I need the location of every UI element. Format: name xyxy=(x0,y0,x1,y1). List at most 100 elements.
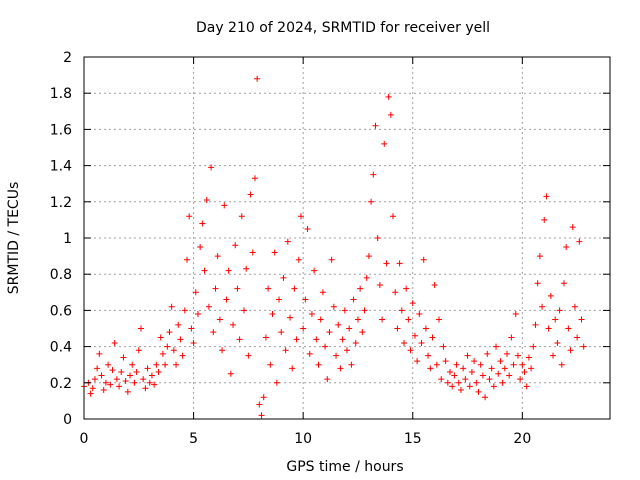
data-point xyxy=(240,307,247,314)
data-point xyxy=(333,352,340,359)
data-point xyxy=(460,365,467,372)
y-tick-label: 0.4 xyxy=(50,340,72,356)
data-point xyxy=(146,379,153,386)
data-point xyxy=(243,265,250,272)
data-point xyxy=(308,311,315,318)
data-point xyxy=(574,334,581,341)
data-point xyxy=(501,365,508,372)
data-point xyxy=(468,368,475,375)
data-point xyxy=(129,361,136,368)
data-point xyxy=(328,256,335,263)
data-point xyxy=(350,296,357,303)
data-point xyxy=(190,339,197,346)
data-point xyxy=(545,325,552,332)
data-point xyxy=(396,260,403,267)
data-point xyxy=(523,383,530,390)
data-point xyxy=(322,343,329,350)
data-point xyxy=(326,329,333,336)
data-point xyxy=(444,379,451,386)
data-point xyxy=(420,256,427,263)
data-point xyxy=(306,350,313,357)
data-point xyxy=(486,376,493,383)
data-point xyxy=(234,285,241,292)
data-point xyxy=(227,370,234,377)
data-point xyxy=(565,325,572,332)
data-point xyxy=(352,339,359,346)
y-tick-label: 0 xyxy=(63,412,72,428)
data-point xyxy=(151,381,158,388)
data-point xyxy=(293,336,300,343)
data-point xyxy=(503,350,510,357)
data-point xyxy=(488,365,495,372)
data-point xyxy=(433,361,440,368)
data-point xyxy=(359,329,366,336)
x-tick-label: 0 xyxy=(80,431,89,447)
data-point xyxy=(409,300,416,307)
y-tick-label: 0.2 xyxy=(50,376,72,392)
data-point xyxy=(514,352,521,359)
data-point xyxy=(297,213,304,220)
x-tick-label: 5 xyxy=(189,431,198,447)
data-point xyxy=(194,311,201,318)
data-point xyxy=(580,343,587,350)
data-point xyxy=(455,379,462,386)
data-point xyxy=(510,361,517,368)
data-point xyxy=(184,256,191,263)
data-point xyxy=(105,361,112,368)
data-point xyxy=(346,325,353,332)
data-point xyxy=(525,354,532,361)
data-point xyxy=(181,307,188,314)
data-point xyxy=(348,361,355,368)
data-point xyxy=(118,368,125,375)
data-point xyxy=(365,253,372,260)
data-point xyxy=(256,401,263,408)
data-point xyxy=(431,282,438,289)
data-points xyxy=(81,75,587,419)
data-point xyxy=(319,289,326,296)
data-point xyxy=(534,280,541,287)
data-point xyxy=(91,376,98,383)
data-point xyxy=(493,343,500,350)
data-point xyxy=(337,365,344,372)
data-point xyxy=(556,307,563,314)
data-point xyxy=(550,352,557,359)
data-point xyxy=(411,332,418,339)
data-point xyxy=(267,361,274,368)
data-point xyxy=(528,365,535,372)
data-point xyxy=(344,347,350,354)
data-point xyxy=(374,235,381,241)
data-point xyxy=(499,379,506,386)
data-point xyxy=(210,329,217,336)
data-point xyxy=(495,370,502,377)
data-point xyxy=(370,171,377,178)
data-point xyxy=(517,376,524,383)
data-point xyxy=(466,383,473,390)
data-point xyxy=(324,376,331,383)
data-point xyxy=(383,260,390,267)
data-point xyxy=(212,285,219,292)
data-point xyxy=(354,316,361,323)
data-point xyxy=(300,325,307,332)
data-point xyxy=(175,321,182,328)
y-tick-label: 0.8 xyxy=(50,267,72,283)
data-point xyxy=(135,347,142,354)
data-point xyxy=(429,334,436,341)
data-point xyxy=(304,225,311,232)
data-point xyxy=(422,325,429,332)
data-point xyxy=(208,164,215,171)
data-point xyxy=(418,339,425,346)
data-point xyxy=(497,358,504,365)
data-point xyxy=(558,361,565,368)
data-point xyxy=(287,314,294,321)
data-point xyxy=(532,321,539,328)
data-point xyxy=(192,289,199,296)
axis-ticks: 00.20.40.60.811.21.41.61.820 5 10 15 20 xyxy=(50,50,610,447)
data-point xyxy=(203,196,210,203)
data-point xyxy=(414,358,421,365)
data-point xyxy=(214,253,221,260)
y-tick-label: 1 xyxy=(63,231,72,247)
data-point xyxy=(162,361,169,368)
data-point xyxy=(205,303,212,310)
data-point xyxy=(379,316,386,323)
